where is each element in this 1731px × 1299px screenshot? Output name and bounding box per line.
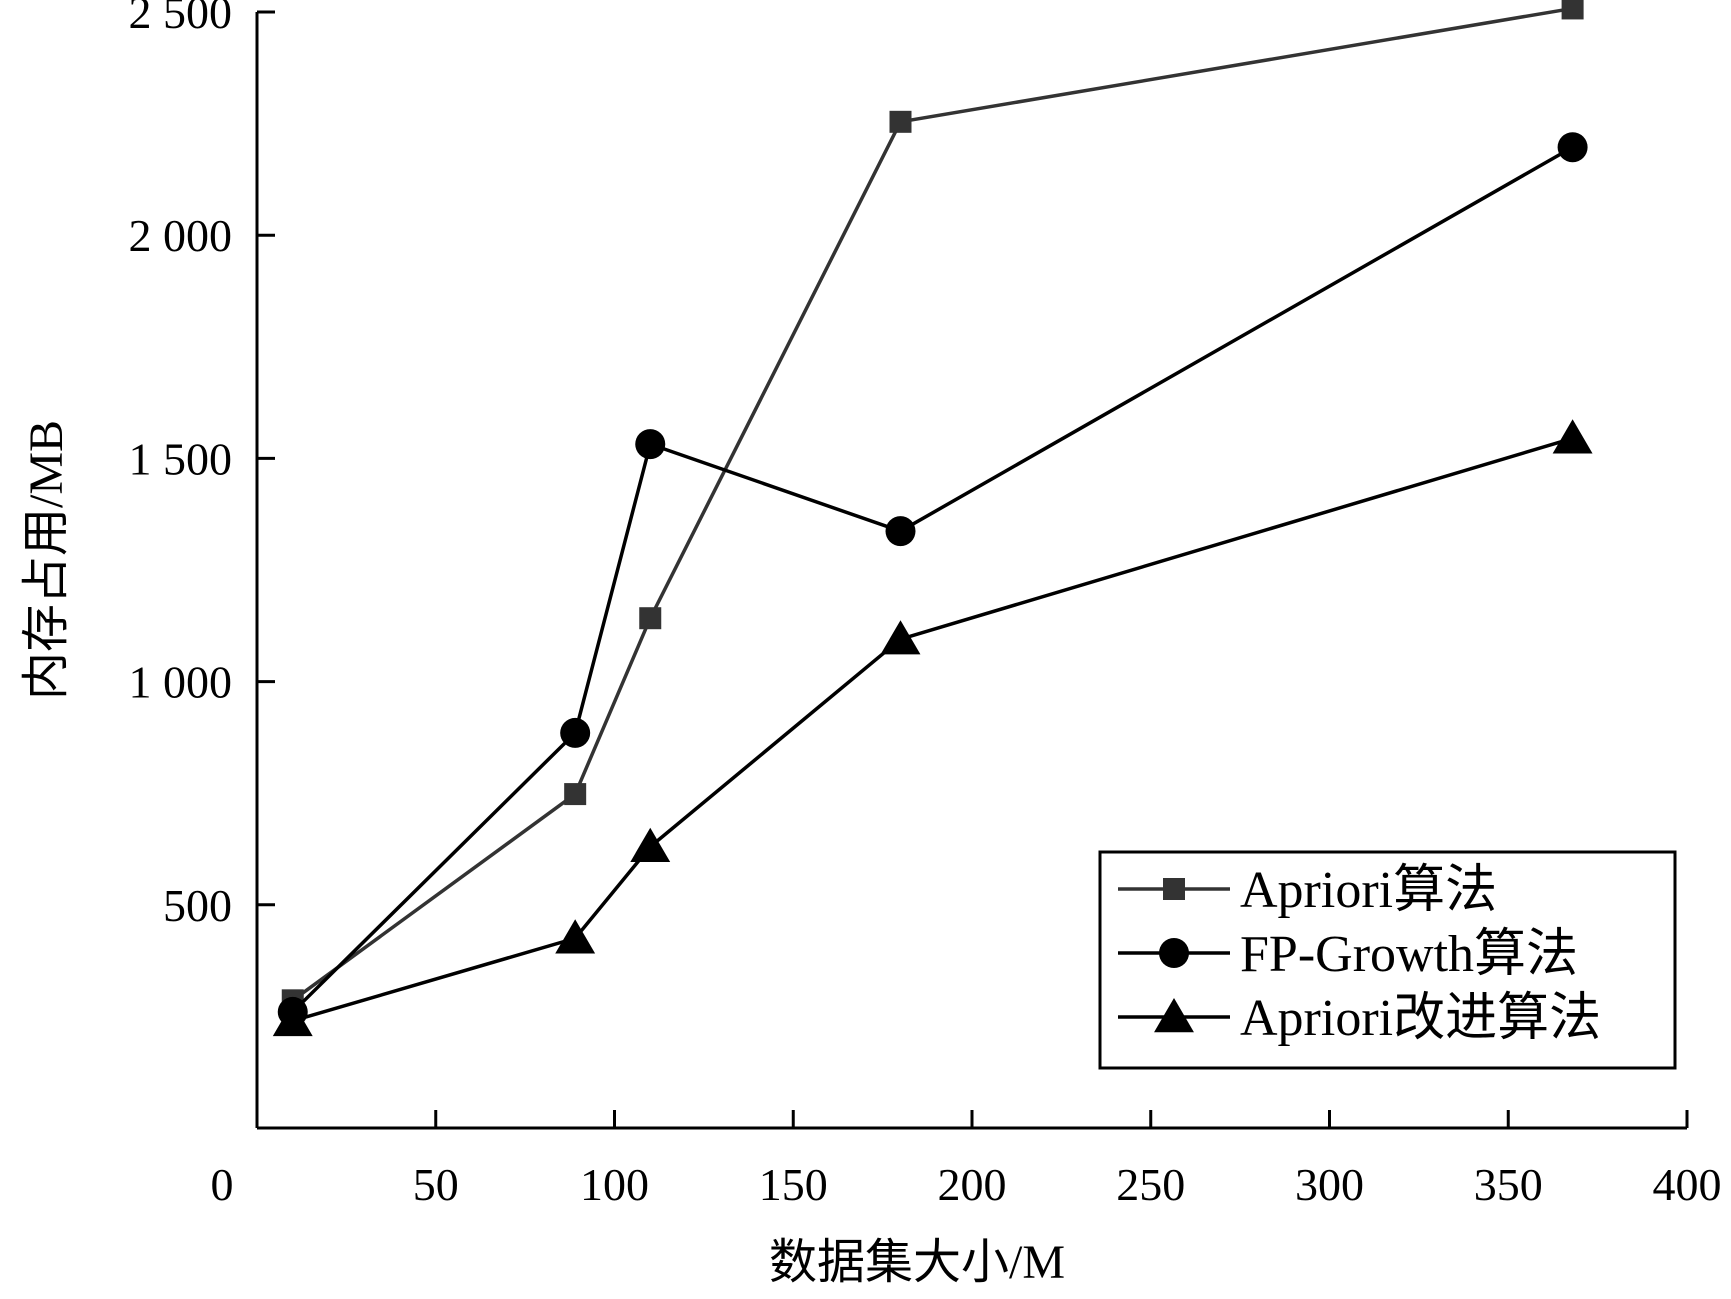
series-square <box>281 0 1584 1012</box>
circle-marker <box>885 516 916 547</box>
square-marker <box>1561 0 1584 20</box>
circle-marker <box>1159 938 1189 968</box>
circle-marker <box>635 429 666 460</box>
x-tick-label: 300 <box>1295 1159 1364 1210</box>
y-tick-label: 500 <box>163 880 232 931</box>
triangle-marker <box>880 620 921 655</box>
x-axis-title: 数据集大小/M <box>769 1236 1065 1289</box>
circle-marker <box>1557 132 1588 163</box>
x-tick-label: 0 <box>211 1159 234 1210</box>
legend-entry: Apriori改进算法 <box>1118 990 1601 1047</box>
legend: Apriori算法 FP-Growth算法 Apriori改进算法 <box>1098 850 1677 1070</box>
triangle-marker <box>1552 419 1593 454</box>
triangle-marker <box>555 919 596 954</box>
square-marker <box>639 607 662 630</box>
y-tick-label: 1 000 <box>129 657 233 708</box>
triangle-marker <box>272 1001 313 1037</box>
y-axis-title: 内存占用/MB <box>20 420 73 700</box>
x-tick-label: 50 <box>413 1159 459 1210</box>
x-tick-label: 400 <box>1653 1159 1722 1210</box>
y-tick-label: 1 500 <box>129 433 233 484</box>
x-tick-label: 200 <box>938 1159 1007 1210</box>
x-tick-label: 150 <box>759 1159 828 1210</box>
series-circle <box>277 132 1588 1027</box>
legend-label: Apriori改进算法 <box>1240 990 1601 1047</box>
x-tick-label: 250 <box>1116 1159 1185 1210</box>
ticks: 0 50 100 150 200 250 300 350 400 500 1 000 1 500 2 0… <box>129 0 1722 1210</box>
circle-marker <box>560 717 591 748</box>
triangle-marker <box>630 827 671 862</box>
square-marker <box>889 110 912 133</box>
square-marker <box>1163 878 1185 900</box>
legend-label: FP-Growth算法 <box>1240 926 1578 983</box>
square-marker <box>564 783 587 806</box>
x-tick-label: 350 <box>1474 1159 1543 1210</box>
legend-box <box>1098 850 1677 1070</box>
series <box>272 0 1593 1037</box>
legend-label: Apriori算法 <box>1240 862 1497 919</box>
x-tick-label: 100 <box>580 1159 649 1210</box>
legend-entry: Apriori算法 <box>1118 862 1497 919</box>
legend-entry: FP-Growth算法 <box>1118 926 1578 983</box>
y-tick-label: 2 500 <box>129 0 233 38</box>
series-triangle <box>272 419 1593 1037</box>
triangle-marker <box>1154 998 1194 1033</box>
y-tick-label: 2 000 <box>129 210 233 261</box>
